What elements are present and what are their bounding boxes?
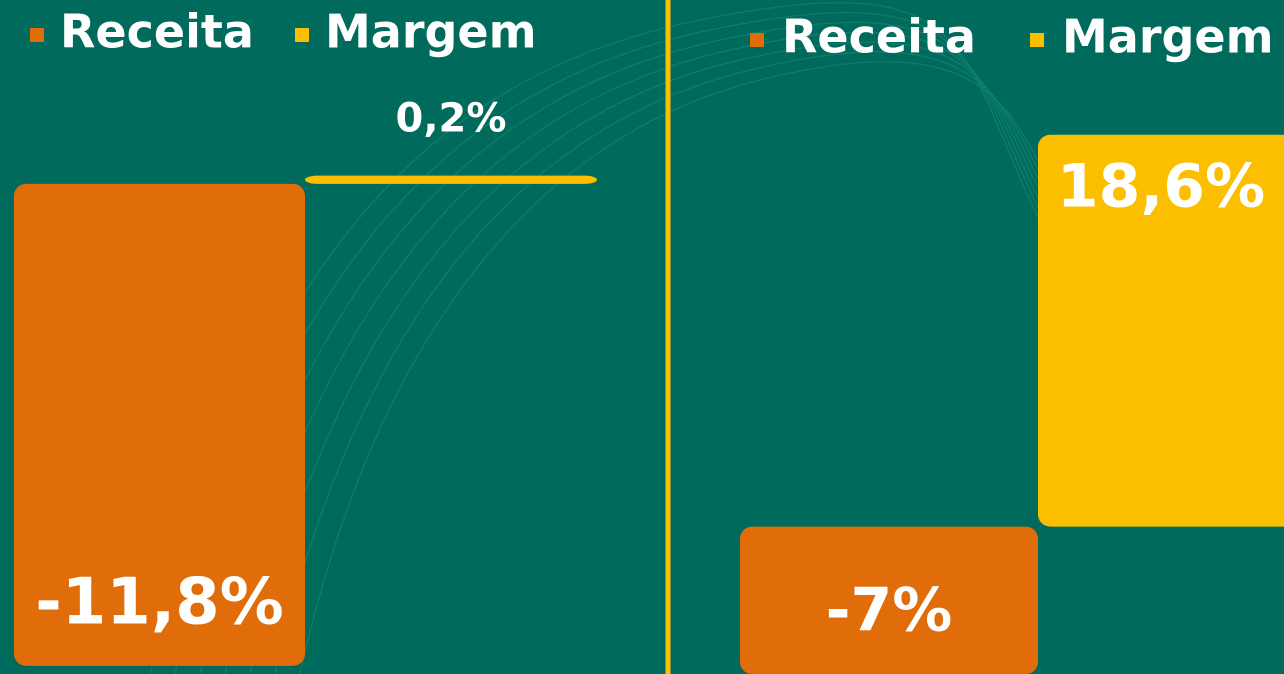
legend-marker [295,28,309,42]
legend-marker [1030,33,1044,47]
bar [1038,134,1284,527]
value-label: -7% [826,576,953,646]
bar [740,526,1038,674]
legend-label: Receita [782,10,976,64]
legend-marker [30,28,44,42]
value-label: 0,2% [396,96,507,142]
bar [305,175,597,184]
legend-label: Margem [1062,10,1274,64]
value-label: -11,8% [35,565,284,639]
legend-label: Receita [60,5,254,59]
value-label: 18,6% [1057,151,1265,221]
bar [14,183,305,666]
legend-marker [750,33,764,47]
legend-label: Margem [325,5,537,59]
